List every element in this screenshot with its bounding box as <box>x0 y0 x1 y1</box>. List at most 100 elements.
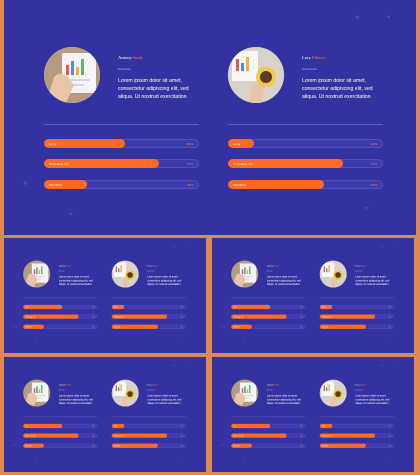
sparkle-icon: ✦ <box>12 324 16 329</box>
person-name: Lory Edison <box>147 383 158 385</box>
person-description: Lorem ipsum dolor sit amet, consectetur … <box>147 394 182 406</box>
skill-bar-fill <box>23 314 79 319</box>
last-name: Edison <box>360 383 367 386</box>
skill-bar: Photoshop CS 74% <box>23 314 98 319</box>
skill-percent: 20% <box>180 425 184 427</box>
skill-bar: MS Office 40% <box>23 443 98 448</box>
divider <box>44 124 199 125</box>
slide-thumbnail[interactable]: ✦ ✦ ✦ ✦ ✦ Antony Stark <box>4 357 206 472</box>
sparkle-icon: ✦ <box>34 458 38 462</box>
skill-bar-fill <box>44 139 125 148</box>
last-name: Stark <box>274 264 279 267</box>
person-name: Antony Stark <box>267 383 279 385</box>
sparkle-icon: ✦ <box>12 443 16 448</box>
sparkle-icon: ✦ <box>354 13 361 22</box>
skill-label: Excel <box>233 425 238 427</box>
skill-bar-fill <box>319 443 366 448</box>
skill-label: Photoshop CS <box>25 315 35 318</box>
sparkle-icon: ✦ <box>172 244 176 249</box>
skill-bar: Excel 66% <box>231 304 306 310</box>
skill-percent: 40% <box>186 182 193 187</box>
sparkle-icon: ✦ <box>177 337 180 340</box>
skill-percent: 40% <box>300 444 303 447</box>
skill-label: MS Office <box>322 444 329 447</box>
skill-bar-fill <box>23 423 62 429</box>
person-description: Lorem ipsum dolor sit amet, consectetur … <box>302 78 373 100</box>
skill-label: MS Office <box>114 444 121 447</box>
person-name: Lory Edison <box>355 264 366 266</box>
sparkle-icon: ✦ <box>34 339 38 343</box>
skill-bar: Photoshop CS 74% <box>231 433 306 438</box>
person-description: Lorem ipsum dolor sit amet, consectetur … <box>266 275 301 287</box>
person-description: Lorem ipsum dolor sit amet, consectetur … <box>147 275 182 287</box>
person-name: Lory Edison <box>355 383 366 385</box>
skill-label: Photoshop CS <box>233 161 253 166</box>
last-name: Edison <box>152 264 159 267</box>
skill-label: MS Office <box>233 444 240 447</box>
skill-percent: 66% <box>300 306 303 308</box>
skill-bar: Excel 66% <box>23 304 98 310</box>
slide-thumbnail[interactable]: ✦ ✦ ✦ ✦ ✦ Antony Stark <box>4 238 206 353</box>
person-role: Accountant <box>355 270 363 273</box>
skill-bar: MS Office 60% <box>319 324 395 329</box>
profile-card-antony: Antony Stark Executive Lorem ipsum dolor… <box>212 357 313 470</box>
last-name: Edison <box>312 55 325 60</box>
slide-thumbnail[interactable]: ✦ ✦ ✦ ✦ ✦ Antony Stark <box>212 357 414 472</box>
skill-bar: MS Office 60% <box>228 180 383 189</box>
chart-document-photo <box>23 379 51 407</box>
skill-percent: 90% <box>180 434 184 437</box>
skill-label: Excel <box>233 306 238 308</box>
profile-card-lory: Lory Edison Accountant Lorem ipsum dolor… <box>92 238 193 351</box>
slide-thumbnail[interactable]: ✦ ✦ ✦ ✦ ✦ Antony Stark <box>212 238 414 353</box>
skill-bar-fill <box>231 314 287 319</box>
skill-bar: MS Office 60% <box>111 324 187 329</box>
sparkle-icon: ✦ <box>380 244 384 249</box>
person-role: Accountant <box>147 270 155 273</box>
skill-percent: 66% <box>300 425 303 427</box>
skill-bar-fill <box>23 433 79 438</box>
first-name: Lory <box>355 383 360 386</box>
skill-bar: MS Office 40% <box>44 180 199 189</box>
skill-label: Photoshop CS <box>114 315 124 318</box>
skill-percent: 74% <box>186 161 193 166</box>
skill-bar-fill <box>111 324 158 329</box>
sparkle-icon: ✦ <box>380 363 384 368</box>
skill-label: Excel <box>25 425 30 427</box>
skill-percent: 60% <box>180 325 184 328</box>
person-name: Antony Stark <box>267 264 279 266</box>
coffee-hand-photo <box>319 379 347 407</box>
sparkle-icon: ✦ <box>187 364 191 368</box>
sparkle-icon: ✦ <box>395 364 399 368</box>
profile-card-lory: Lory Edison Accountant Lorem ipsum dolor… <box>188 0 398 235</box>
skill-bar-fill <box>111 314 167 319</box>
skill-bar-fill <box>111 423 125 429</box>
skill-percent: 20% <box>370 141 377 146</box>
skill-percent: 74% <box>300 315 303 318</box>
skill-bar: Excel 20% <box>319 423 395 429</box>
slide-main[interactable]: ✦ ✦ ✦ ✦ ✦ Antony Stark <box>4 0 416 235</box>
skill-bar-fill <box>111 433 167 438</box>
person-role: Accountant <box>302 67 318 71</box>
profile-card-lory: Lory Edison Accountant Lorem ipsum dolor… <box>300 357 401 470</box>
skill-bar-fill <box>228 139 255 148</box>
profile-card-antony: Antony Stark Executive Lorem ipsum dolor… <box>4 238 105 351</box>
skill-label: Photoshop CS <box>322 315 332 318</box>
skill-label: MS Office <box>25 325 32 328</box>
divider <box>228 124 383 125</box>
skill-bar: MS Office 40% <box>231 324 306 329</box>
sparkle-icon: ✦ <box>385 456 388 459</box>
skill-bar: Photoshop CS 90% <box>111 433 187 438</box>
skill-bar-fill <box>23 443 45 448</box>
profile-card-antony: Antony Stark Executive Lorem ipsum dolor… <box>4 357 105 470</box>
skill-bar: Excel 20% <box>111 304 187 310</box>
coffee-hand-photo <box>319 260 347 288</box>
sparkle-icon: ✦ <box>68 212 74 218</box>
skill-bar-fill <box>319 324 366 329</box>
last-name: Stark <box>66 264 71 267</box>
skill-bar-fill <box>319 423 333 429</box>
coffee-hand-photo <box>111 260 139 288</box>
skill-percent: 40% <box>92 444 95 447</box>
skill-percent: 74% <box>92 434 95 437</box>
skill-bar-fill <box>231 324 253 329</box>
skill-label: Photoshop CS <box>114 434 124 437</box>
